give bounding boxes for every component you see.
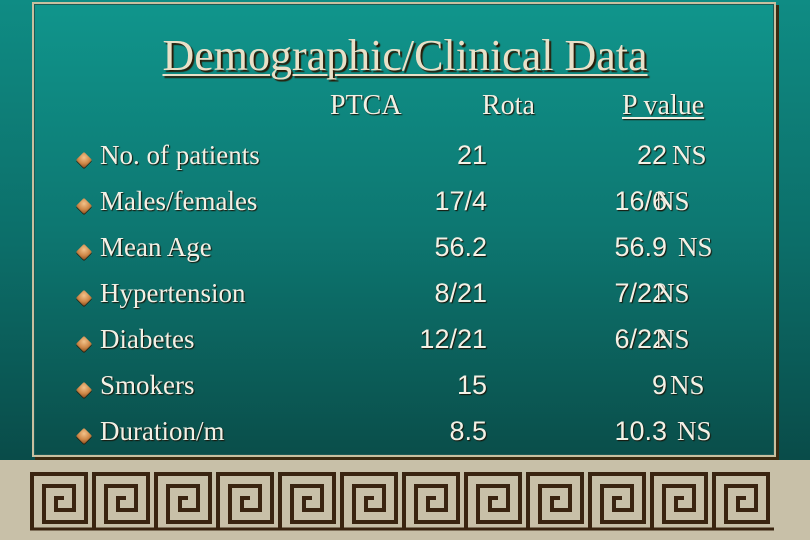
ptca-value: 21 xyxy=(456,140,487,170)
meander-tile xyxy=(712,472,770,528)
column-header-rota: Rota xyxy=(482,90,535,121)
rota-value: 10.3 xyxy=(614,416,667,446)
ptca-value: 15 xyxy=(456,370,487,400)
meander-tile xyxy=(526,472,584,528)
column-header-ptca: PTCA xyxy=(330,90,402,121)
meander-tile xyxy=(154,472,212,528)
meander-tile xyxy=(650,472,708,528)
ptca-value: 8.5 xyxy=(449,416,487,446)
ptca-value: 8/21 xyxy=(434,278,487,308)
p-value: NS xyxy=(655,324,690,354)
row-label: Duration/m xyxy=(100,416,225,446)
p-value: NS xyxy=(678,232,713,262)
content-panel xyxy=(32,2,776,457)
meander-tile xyxy=(216,472,274,528)
table-row: Smokers 15 9 NS xyxy=(0,370,810,416)
column-header-pvalue: P value xyxy=(622,90,705,121)
p-value: NS xyxy=(677,416,712,446)
p-value: NS xyxy=(670,370,705,400)
greek-key-border xyxy=(30,472,774,531)
table-row: Duration/m 8.5 10.3 NS xyxy=(0,416,810,462)
meander-tile xyxy=(92,472,150,528)
table-row: Hypertension 8/21 7/22 NS xyxy=(0,278,810,324)
row-label: Mean Age xyxy=(100,232,212,262)
row-label: Diabetes xyxy=(100,324,195,354)
rota-value: 7/22 xyxy=(614,278,667,308)
row-label: Males/females xyxy=(100,186,258,216)
table-row: Mean Age 56.2 56.9 NS xyxy=(0,232,810,278)
row-label: Hypertension xyxy=(100,278,246,308)
row-label: Smokers xyxy=(100,370,195,400)
ptca-value: 12/21 xyxy=(419,324,487,354)
meander-tile xyxy=(588,472,646,528)
p-value: NS xyxy=(655,278,690,308)
rota-value: 9 xyxy=(651,370,667,400)
p-value: NS xyxy=(672,140,707,170)
rota-value: 56.9 xyxy=(614,232,667,262)
meander-tile xyxy=(402,472,460,528)
slide-title: Demographic/Clinical Data xyxy=(162,31,648,80)
meander-tile xyxy=(278,472,336,528)
meander-tile xyxy=(340,472,398,528)
meander-tile xyxy=(464,472,522,528)
table-row: Diabetes 12/21 6/22 NS xyxy=(0,324,810,370)
table-row: No. of patients 21 22 NS xyxy=(0,140,810,186)
p-value: NS xyxy=(655,186,690,216)
meander-tile xyxy=(30,472,88,528)
rota-value: 16/6 xyxy=(614,186,667,216)
table-row: Males/females 17/4 16/6 NS xyxy=(0,186,810,232)
ptca-value: 56.2 xyxy=(434,232,487,262)
rota-value: 6/22 xyxy=(614,324,667,354)
ptca-value: 17/4 xyxy=(434,186,487,216)
rota-value: 22 xyxy=(636,140,667,170)
row-label: No. of patients xyxy=(100,140,260,170)
